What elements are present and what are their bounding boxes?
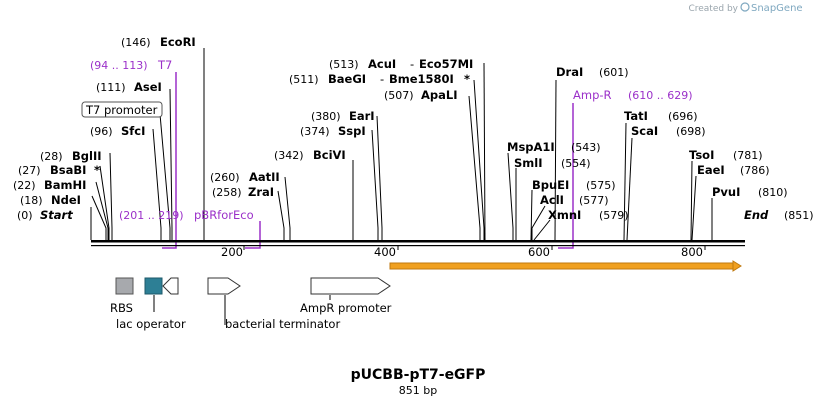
bme1580i-star: *: [464, 72, 470, 86]
smli-name[interactable]: SmlI: [514, 156, 543, 170]
aatii-pos: (260): [210, 171, 240, 184]
ampr-primer-name[interactable]: Amp-R: [573, 88, 612, 102]
tick-label-200: 200: [221, 245, 243, 259]
t7-range: (94 .. 113): [90, 59, 148, 72]
apali-name[interactable]: ApaLI: [421, 88, 458, 102]
bamhi-pos: (22): [13, 179, 36, 192]
apali-pos: (507): [384, 89, 414, 102]
tsoi-pos: (781): [733, 149, 763, 162]
baegi-pos: (511): [289, 73, 319, 86]
eaei-name[interactable]: EaeI: [697, 163, 725, 177]
pbr-name[interactable]: pBRforEco: [194, 208, 254, 222]
xmni-pos: (579): [599, 209, 629, 222]
mspa1i-pos: (543): [571, 141, 601, 154]
plasmid-length: 851 bp: [399, 384, 437, 397]
tati-pos: (696): [668, 110, 698, 123]
bme1580i-name[interactable]: Bme1580I: [389, 72, 454, 86]
zrai-pos: (258): [212, 186, 242, 199]
primer-markers: [162, 72, 574, 249]
mspa1i-name[interactable]: MspA1I: [507, 140, 555, 154]
acui-name[interactable]: AcuI: [368, 57, 396, 71]
backbone-top: [91, 240, 745, 243]
tick-label-400: 400: [374, 245, 396, 259]
end-name: End: [744, 208, 769, 222]
bglii-pos: (28): [40, 150, 63, 163]
snapgene-logo-icon: [740, 2, 750, 12]
feature-leaders: [153, 295, 331, 325]
lac-operator-feature[interactable]: [144, 277, 163, 295]
bpuei-name[interactable]: BpuEI: [532, 178, 569, 192]
reverse-arrow-feature[interactable]: [162, 277, 179, 295]
tati-name[interactable]: TatI: [624, 109, 648, 123]
drai-pos: (601): [599, 66, 629, 79]
ruler-ticks: [243, 245, 706, 250]
bcivi-pos: (342): [274, 149, 304, 162]
tick-label-600: 600: [528, 245, 550, 259]
eari-pos: (380): [311, 110, 341, 123]
pvui-pos: (810): [758, 186, 788, 199]
start-name: Start: [40, 208, 73, 222]
bcivi-name[interactable]: BciVI: [313, 148, 346, 162]
sfci-name[interactable]: SfcI: [121, 124, 145, 138]
sfci-pos: (96): [90, 125, 113, 138]
bsabi-star: *: [94, 163, 100, 177]
xmni-name[interactable]: XmnI: [548, 208, 581, 222]
ampr-primer-range: (610 .. 629): [628, 89, 693, 102]
t7-promoter-label: T7 promoter: [85, 103, 158, 117]
ecori-name[interactable]: EcoRI: [160, 35, 196, 49]
bsabi-name[interactable]: BsaBI: [50, 163, 86, 177]
rbs-feature[interactable]: [115, 277, 134, 295]
aatii-name[interactable]: AatII: [249, 170, 280, 184]
acui-sep: -: [410, 57, 414, 71]
eari-name[interactable]: EarI: [349, 109, 375, 123]
zrai-name[interactable]: ZraI: [248, 185, 274, 199]
tick-label-800: 800: [681, 245, 703, 259]
t7-promoter-box[interactable]: [81, 101, 163, 118]
ampr-primer-marker: [558, 103, 574, 249]
baegi-name[interactable]: BaeGI: [328, 72, 366, 86]
bpuei-pos: (575): [586, 179, 616, 192]
credit-text: Created by: [688, 4, 738, 14]
sspi-pos: (374): [300, 125, 330, 138]
orange-feature-arrow[interactable]: [389, 260, 742, 272]
asei-name[interactable]: AseI: [134, 80, 162, 94]
bacterial-terminator-label: bacterial terminator: [225, 317, 340, 331]
pbr-range: (201 .. 219): [119, 209, 184, 222]
t7-primer-marker: [162, 72, 177, 249]
bacterial-terminator-feature[interactable]: [207, 277, 241, 295]
acli-pos: (577): [579, 194, 609, 207]
t7-name[interactable]: T7: [157, 58, 172, 72]
rbs-label: RBS: [110, 301, 133, 315]
acui-pos: (513): [329, 58, 359, 71]
end-pos: (851): [784, 209, 814, 222]
pbr-primer-marker: [245, 221, 261, 249]
drai-name[interactable]: DraI: [556, 65, 583, 79]
eaei-pos: (786): [740, 164, 770, 177]
site-leaders: [90, 48, 713, 241]
lac-operator-label: lac operator: [116, 317, 186, 331]
ndei-name[interactable]: NdeI: [51, 193, 81, 207]
eco57mi-name[interactable]: Eco57MI: [419, 57, 473, 71]
asei-pos: (111): [96, 81, 126, 94]
ndei-pos: (18): [20, 194, 43, 207]
backbone-bottom: [91, 245, 745, 247]
plasmid-title: pUCBB-pT7-eGFP: [351, 367, 486, 383]
bsabi-pos: (27): [18, 164, 41, 177]
acli-name[interactable]: AclI: [540, 193, 564, 207]
ampr-promoter-feature[interactable]: [310, 277, 391, 295]
bglii-name[interactable]: BglII: [72, 149, 102, 163]
ampr-promoter-label: AmpR promoter: [300, 301, 392, 315]
baegi-sep: -: [380, 72, 384, 86]
start-pos: (0): [17, 209, 33, 222]
scai-pos: (698): [676, 125, 706, 138]
scai-name[interactable]: ScaI: [631, 124, 658, 138]
pvui-name[interactable]: PvuI: [712, 185, 740, 199]
sspi-name[interactable]: SspI: [338, 124, 366, 138]
smli-pos: (554): [561, 157, 591, 170]
tsoi-name[interactable]: TsoI: [689, 148, 714, 162]
ecori-pos: (146): [121, 36, 151, 49]
brand-text: SnapGene: [751, 3, 803, 14]
bamhi-name[interactable]: BamHI: [44, 178, 86, 192]
